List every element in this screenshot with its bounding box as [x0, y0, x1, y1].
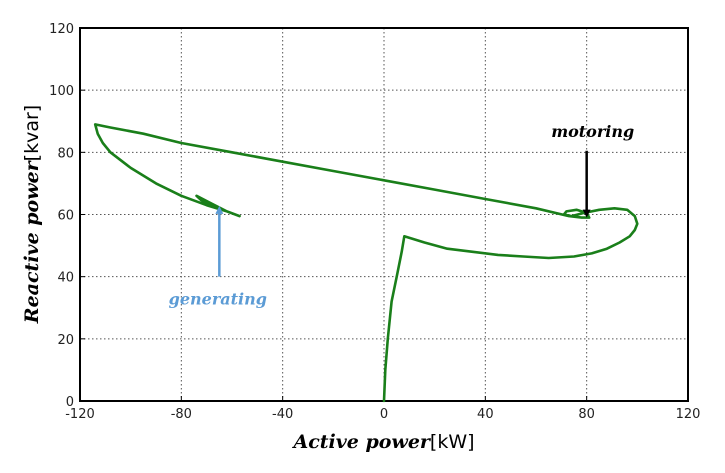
x-tick-label: -40	[272, 407, 293, 422]
y-tick-label: 0	[66, 395, 74, 410]
x-tick-label: 120	[676, 407, 701, 422]
y-tick-label: 40	[57, 271, 74, 286]
x-axis-title: Active power[kW]	[291, 431, 474, 453]
y-tick-label: 100	[49, 84, 74, 99]
x-axis-label: Active power	[291, 431, 431, 453]
y-axis-unit: [kvar]	[21, 105, 43, 162]
y-axis-label: Reactive power	[21, 159, 43, 324]
x-axis-unit: [kW]	[430, 431, 475, 453]
y-tick-label: 120	[49, 22, 74, 37]
y-tick-label: 60	[57, 209, 74, 224]
y-tick-label: 80	[57, 146, 74, 161]
annotation-label: generating	[169, 290, 267, 309]
y-tick-label: 20	[57, 333, 74, 348]
x-tick-label: 0	[380, 407, 388, 422]
tick-labels: -120 -80 -40 0 40 80 120 0 20 40 60 80 100 120	[49, 22, 700, 422]
series-group	[93, 123, 639, 403]
x-tick-label: -120	[65, 407, 95, 422]
x-tick-label: 40	[477, 407, 494, 422]
annotations: motoring generating	[169, 122, 635, 309]
grid	[80, 28, 688, 401]
y-axis-title: Reactive power[kvar]	[21, 105, 43, 324]
x-tick-label: 80	[578, 407, 595, 422]
x-tick-label: -80	[171, 407, 192, 422]
series-line	[93, 123, 639, 403]
annotation-label: motoring	[551, 122, 634, 141]
